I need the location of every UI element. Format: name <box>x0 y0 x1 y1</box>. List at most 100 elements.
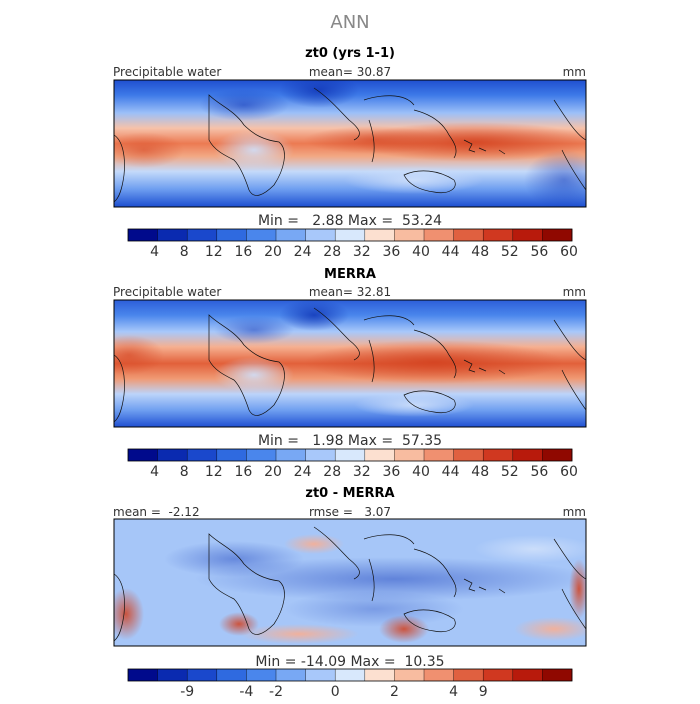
colorbar-tick-label: -2 <box>269 684 283 700</box>
colorbar-swatch <box>542 669 573 681</box>
colorbar-swatch <box>394 669 425 681</box>
colorbar-swatch <box>483 669 514 681</box>
colorbar: 4 8 12 16 20 24 28 32 36 40 44 48 52 56 60 <box>127 448 578 480</box>
colorbar-swatch <box>453 229 484 241</box>
colorbar: -9 -4 -2 0 2 4 9 <box>127 668 573 700</box>
map-model <box>113 79 587 208</box>
colorbar-swatch <box>216 669 247 681</box>
colorbar-swatch <box>335 229 366 241</box>
colorbar-tick-label: -9 <box>180 684 194 700</box>
colorbar-swatch <box>305 669 336 681</box>
colorbar-tick-label: 56 <box>530 244 548 260</box>
colorbar-tick-label: 4 <box>449 684 458 700</box>
colorbar-swatch <box>453 669 484 681</box>
colorbar-swatch <box>128 449 158 461</box>
colorbar-swatch <box>157 229 188 241</box>
colorbar-swatch <box>246 229 277 241</box>
colorbar-tick-label: 52 <box>501 464 519 480</box>
colorbar-swatch <box>157 669 188 681</box>
colorbar-swatch <box>276 669 306 681</box>
panel-rmse-label: rmse = 3.07 <box>309 505 391 519</box>
colorbar-tick-label: 16 <box>234 464 252 480</box>
minmax-label: Min = 2.88 Max = 53.24 <box>258 213 442 229</box>
colorbar-tick-label: 20 <box>264 244 282 260</box>
colorbar-tick-label: 40 <box>412 244 430 260</box>
colorbar-tick-label: 28 <box>323 464 341 480</box>
colorbar-tick-label: 16 <box>234 244 252 260</box>
colorbar-swatch <box>394 229 425 241</box>
colorbar: 4 8 12 16 20 24 28 32 36 40 44 48 52 56 60 <box>127 228 578 260</box>
panel-mean-label: mean= 32.81 <box>309 285 391 299</box>
colorbar-swatch <box>187 229 218 241</box>
colorbar-swatch <box>128 229 158 241</box>
colorbar-tick-label: 60 <box>560 244 578 260</box>
colorbar-tick-label: 2 <box>390 684 399 700</box>
colorbar-tick-label: 36 <box>382 244 400 260</box>
panel-units-label: mm <box>563 285 586 299</box>
colorbar-swatch <box>512 229 543 241</box>
panel-left-label: Precipitable water <box>113 285 221 299</box>
colorbar-tick-label: 12 <box>205 244 223 260</box>
colorbar-tick-label: 52 <box>501 244 519 260</box>
map-difference <box>113 518 587 647</box>
colorbar-swatch <box>512 449 543 461</box>
colorbar-swatch <box>305 229 336 241</box>
colorbar-tick-label: 48 <box>471 464 489 480</box>
colorbar-tick-label: 8 <box>180 244 189 260</box>
colorbar-swatch <box>335 669 366 681</box>
colorbar-tick-label: 20 <box>264 464 282 480</box>
colorbar-swatch <box>187 449 218 461</box>
colorbar-tick-label: 8 <box>180 464 189 480</box>
colorbar-swatch <box>157 449 188 461</box>
colorbar-tick-label: 56 <box>530 464 548 480</box>
colorbar-tick-label: 60 <box>560 464 578 480</box>
colorbar-tick-label: 24 <box>294 244 312 260</box>
figure-title: ANN <box>330 12 369 33</box>
minmax-label: Min = 1.98 Max = 57.35 <box>258 433 442 449</box>
panel-units-label: mm <box>563 505 586 519</box>
colorbar-tick-label: 12 <box>205 464 223 480</box>
panel-left-label: mean = -2.12 <box>113 505 200 519</box>
colorbar-swatch <box>246 449 277 461</box>
colorbar-swatch <box>276 229 306 241</box>
panel-model: zt0 (yrs 1-1) Precipitable water mean= 3… <box>113 46 587 260</box>
panel-title: MERRA <box>324 267 376 282</box>
colorbar-tick-label: 24 <box>294 464 312 480</box>
colorbar-tick-label: 4 <box>150 464 159 480</box>
colorbar-swatch <box>394 449 425 461</box>
colorbar-swatch <box>246 669 277 681</box>
colorbar-tick-label: -4 <box>239 684 253 700</box>
colorbar-swatch <box>453 449 484 461</box>
colorbar-tick-label: 44 <box>442 464 460 480</box>
panel-left-label: Precipitable water <box>113 65 221 79</box>
colorbar-tick-label: 28 <box>323 244 341 260</box>
colorbar-swatch <box>187 669 218 681</box>
panel-difference: zt0 - MERRA mean = -2.12 rmse = 3.07 mm <box>113 486 587 700</box>
colorbar-tick-label: 36 <box>382 464 400 480</box>
colorbar-swatch <box>512 669 543 681</box>
colorbar-swatch <box>424 229 454 241</box>
colorbar-swatch <box>216 229 247 241</box>
colorbar-tick-label: 48 <box>471 244 489 260</box>
colorbar-swatch <box>424 449 454 461</box>
colorbar-swatch <box>128 669 158 681</box>
colorbar-swatch <box>276 449 306 461</box>
colorbar-swatch <box>335 449 366 461</box>
colorbar-swatch <box>483 229 514 241</box>
colorbar-frame <box>127 668 573 682</box>
colorbar-swatch <box>364 449 395 461</box>
colorbar-tick-label: 40 <box>412 464 430 480</box>
panel-units-label: mm <box>563 65 586 79</box>
colorbar-tick-label: 9 <box>479 684 488 700</box>
colorbar-frame <box>127 448 573 462</box>
colorbar-swatch <box>424 669 454 681</box>
panel-title: zt0 - MERRA <box>305 486 394 501</box>
colorbar-tick-label: 4 <box>150 244 159 260</box>
colorbar-swatch <box>483 449 514 461</box>
panel-reference: MERRA Precipitable water mean= 32.81 mm <box>113 267 587 480</box>
colorbar-swatch <box>364 229 395 241</box>
colorbar-tick-label: 32 <box>353 244 371 260</box>
map-reference <box>113 299 587 428</box>
colorbar-tick-label: 0 <box>331 684 340 700</box>
